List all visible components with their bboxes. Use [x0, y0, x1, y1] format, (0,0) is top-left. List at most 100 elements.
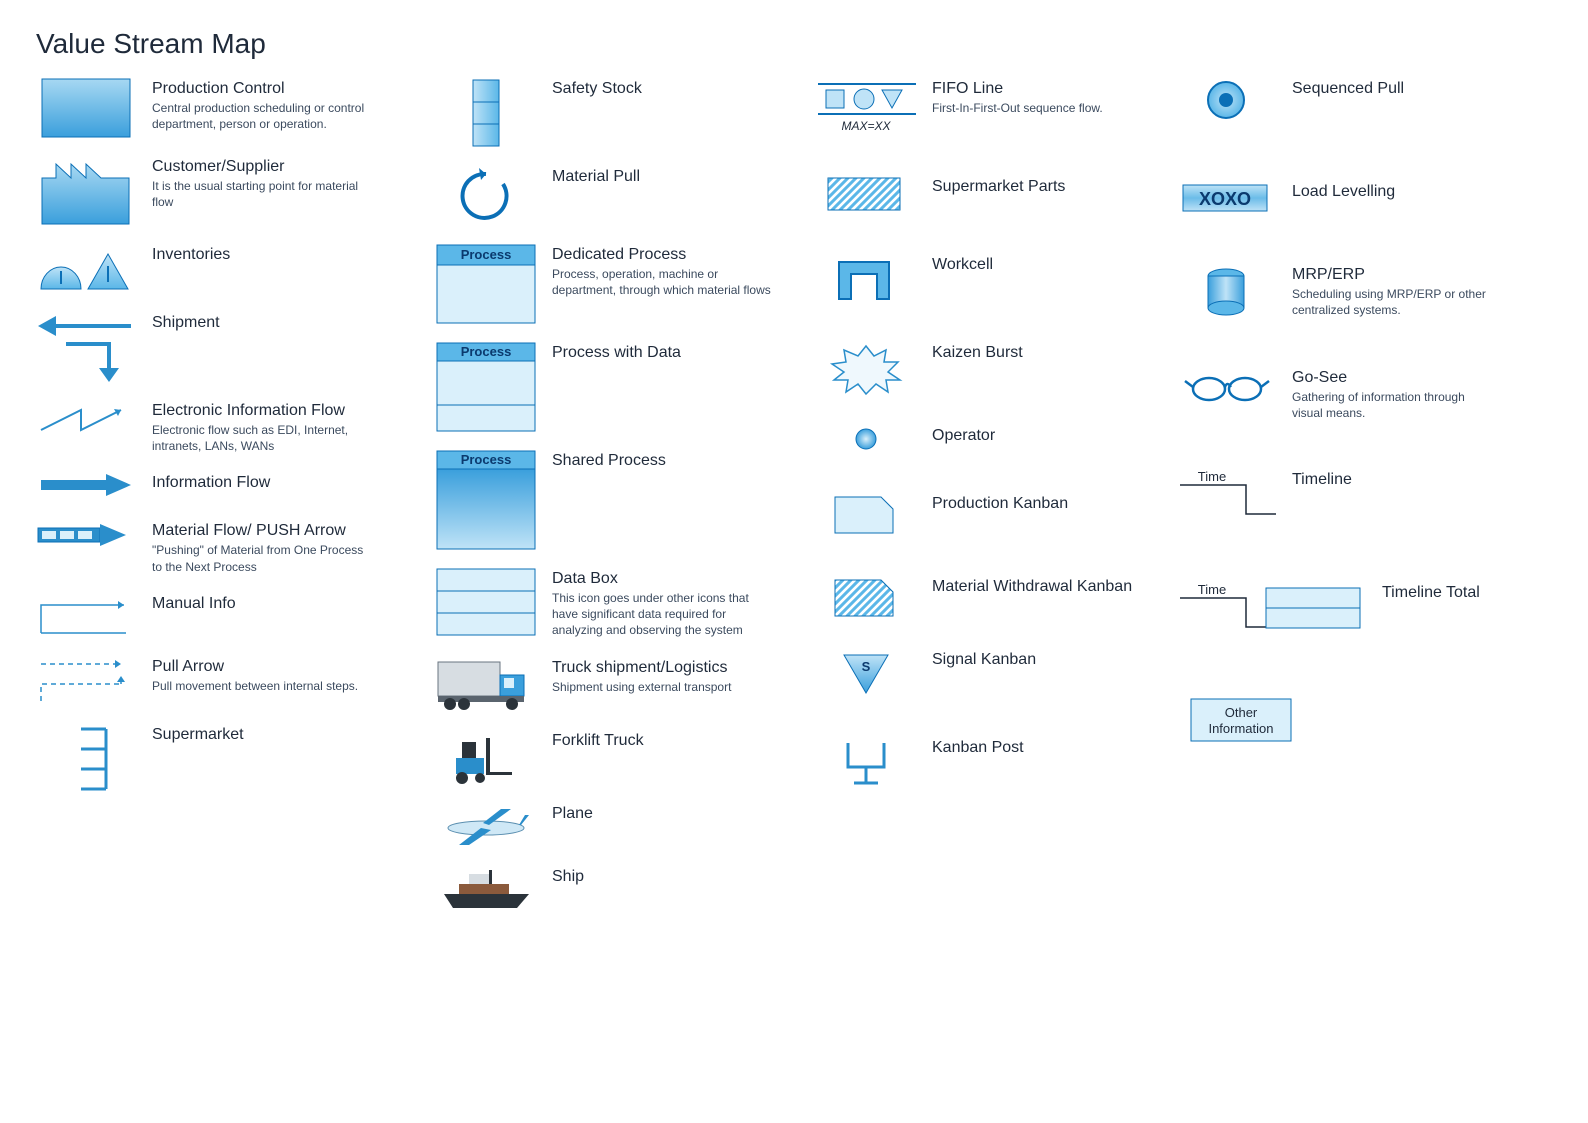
item-ship: Ship [436, 866, 776, 911]
manual-info-icon [36, 593, 136, 638]
desc: Scheduling using MRP/ERP or other centra… [1292, 286, 1496, 318]
label: Material Pull [552, 168, 640, 186]
label: Workcell [932, 256, 993, 274]
item-mrp: MRP/ERP Scheduling using MRP/ERP or other… [1176, 264, 1496, 319]
label: Manual Info [152, 595, 236, 613]
prod-kanban-icon [816, 493, 916, 538]
item-process-with-data: Process Process with Data [436, 342, 776, 432]
item-sequenced-pull: Sequenced Pull [1176, 78, 1496, 123]
item-go-see: Go-SeeGathering of information through v… [1176, 367, 1496, 421]
label: Kaizen Burst [932, 344, 1023, 362]
forklift-icon [436, 730, 536, 785]
fifo-icon: MAX=XX [816, 78, 916, 138]
label: Information Flow [152, 474, 270, 492]
desc: "Pushing" of Material from One Process t… [152, 542, 372, 574]
label: Plane [552, 805, 593, 823]
label: Ship [552, 868, 584, 886]
label: Shipment [152, 314, 220, 332]
item-supermarket-parts: Supermarket Parts [816, 176, 1136, 216]
dedicated-process-icon: Process [436, 244, 536, 324]
item-electronic-info-flow: Electronic Information Flow Electronic fl… [36, 400, 396, 454]
customer-supplier-icon [36, 156, 136, 226]
label: Material Withdrawal Kanban [932, 578, 1132, 596]
label: Timeline [1292, 471, 1352, 489]
item-mat-withdraw-kanban: Material Withdrawal Kanban [816, 576, 1136, 621]
label: Pull Arrow [152, 658, 358, 676]
production-control-icon [36, 78, 136, 138]
page-title: Value Stream Map [36, 28, 1552, 60]
item-kanban-post: Kanban Post [816, 737, 1136, 787]
sequenced-pull-icon [1176, 78, 1276, 123]
item-inventories: Inventories [36, 244, 396, 294]
item-pull-arrow: Pull Arrow Pull movement between internal… [36, 656, 396, 706]
time-text: Time [1198, 469, 1226, 484]
item-push-arrow: Material Flow/ PUSH Arrow"Pushing" of Ma… [36, 520, 396, 574]
mat-withdraw-kanban-icon [816, 576, 916, 621]
other-info-icon: Other Information [1176, 695, 1306, 745]
desc: It is the usual starting point for mater… [152, 178, 372, 210]
item-load-levelling: XOXO Load Levelling [1176, 181, 1496, 216]
label: Electronic Information Flow [152, 402, 372, 420]
item-safety-stock: Safety Stock [436, 78, 776, 148]
label: Forklift Truck [552, 732, 644, 750]
desc: Pull movement between internal steps. [152, 678, 358, 694]
label: Production Control [152, 80, 372, 98]
operator-icon [816, 425, 916, 455]
item-workcell: Workcell [816, 254, 1136, 304]
label: Shared Process [552, 452, 666, 470]
xoxo-text: XOXO [1199, 189, 1251, 209]
shipment-icon [36, 312, 136, 382]
item-kaizen: Kaizen Burst [816, 342, 1136, 397]
item-fifo: MAX=XX FIFO LineFirst-In-First-Out seque… [816, 78, 1136, 138]
item-operator: Operator [816, 425, 1136, 455]
label: Go-See [1292, 369, 1496, 387]
item-signal-kanban: S Signal Kanban [816, 649, 1136, 699]
column-1: Production ControlCentral production sch… [36, 78, 396, 911]
desc: Electronic flow such as EDI, Internet, i… [152, 422, 372, 454]
process-header: Process [461, 247, 512, 262]
process-header: Process [461, 344, 512, 359]
fifo-caption: MAX=XX [841, 119, 891, 133]
item-prod-kanban: Production Kanban [816, 493, 1136, 538]
item-timeline: Time Timeline [1176, 469, 1496, 524]
legend-grid: Production ControlCentral production sch… [36, 78, 1552, 911]
supermarket-parts-icon [816, 176, 916, 216]
label: Kanban Post [932, 739, 1024, 757]
process-with-data-icon: Process [436, 342, 536, 432]
label: MRP/ERP [1292, 266, 1496, 284]
item-dedicated-process: Process Dedicated ProcessProcess, operat… [436, 244, 776, 324]
label: Process with Data [552, 344, 681, 362]
item-forklift: Forklift Truck [436, 730, 776, 785]
ship-icon [436, 866, 536, 911]
desc: This icon goes under other icons that ha… [552, 590, 772, 639]
truck-icon [436, 657, 536, 712]
item-timeline-total: Time Timeline Total [1176, 582, 1496, 637]
svg-text:Other: Other [1225, 705, 1258, 720]
timeline-icon: Time [1176, 469, 1276, 524]
label: Supermarket Parts [932, 178, 1065, 196]
electronic-info-flow-icon [36, 400, 136, 440]
label: Dedicated Process [552, 246, 772, 264]
label: Load Levelling [1292, 183, 1395, 201]
kanban-post-icon [816, 737, 916, 787]
item-customer-supplier: Customer/SupplierIt is the usual startin… [36, 156, 396, 226]
kaizen-icon [816, 342, 916, 397]
label: Supermarket [152, 726, 244, 744]
desc: Shipment using external transport [552, 679, 731, 695]
shared-process-icon: Process [436, 450, 536, 550]
label: Signal Kanban [932, 651, 1036, 669]
label: Operator [932, 427, 995, 445]
signal-letter: S [862, 659, 871, 674]
data-box-icon [436, 568, 536, 638]
workcell-icon [816, 254, 916, 304]
label: Production Kanban [932, 495, 1068, 513]
item-supermarket: Supermarket [36, 724, 396, 794]
label: Truck shipment/Logistics [552, 659, 731, 677]
column-4: Sequenced Pull XOXO Load Levelling [1176, 78, 1496, 911]
item-info-flow: Information Flow [36, 472, 396, 502]
item-truck: Truck shipment/Logistics Shipment using e… [436, 657, 776, 712]
label: Sequenced Pull [1292, 80, 1404, 98]
load-levelling-icon: XOXO [1176, 181, 1276, 216]
safety-stock-icon [436, 78, 536, 148]
supermarket-icon [36, 724, 136, 794]
